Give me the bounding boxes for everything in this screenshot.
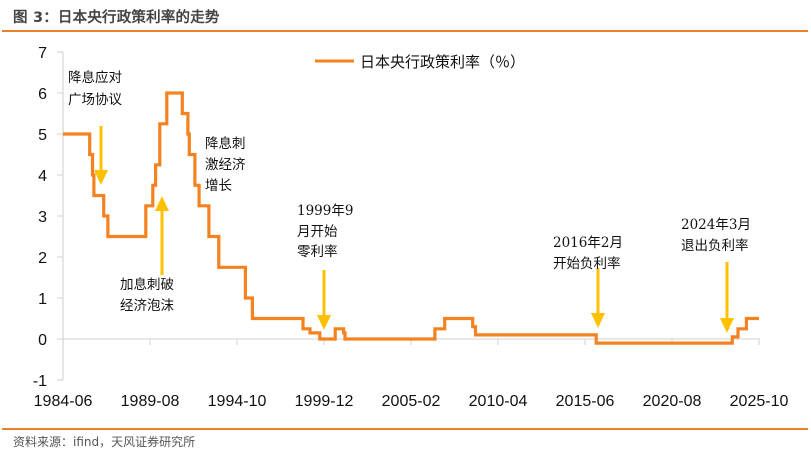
x-tick-label: 2020-08 [643, 393, 702, 410]
svg-text:零利率: 零利率 [297, 243, 338, 260]
legend: 日本央行政策利率（％） [315, 53, 525, 71]
x-tick-label: 2025-10 [730, 393, 789, 410]
svg-text:经济泡沫: 经济泡沫 [120, 298, 174, 314]
annotation-arrows [94, 126, 734, 333]
annotation-stimulus: 降息刺 激经济 增长 [205, 135, 246, 194]
svg-text:2024年3月: 2024年3月 [681, 217, 751, 233]
svg-text:广场协议: 广场协议 [68, 92, 122, 108]
y-axis: 7 6 5 4 3 2 1 0 -1 [33, 45, 64, 390]
arrow-down-icon [94, 126, 108, 185]
y-tick-label: 2 [38, 250, 47, 267]
x-tick-label: 2010-04 [469, 393, 528, 410]
x-axis: 1984-06 1989-08 1994-10 1999-12 2005-02 … [34, 338, 789, 410]
y-tick-label: 0 [38, 332, 47, 349]
svg-text:降息应对: 降息应对 [68, 69, 122, 86]
source-note: 资料来源：ifind，天风证券研究所 [13, 435, 196, 449]
svg-text:退出负利率: 退出负利率 [681, 237, 749, 254]
svg-text:激经济: 激经济 [205, 157, 246, 173]
y-tick-label: 6 [38, 86, 47, 103]
annotation-bubble-burst: 加息刺破 经济泡沫 [120, 276, 174, 314]
svg-text:增长: 增长 [205, 178, 232, 194]
y-tick-label: 3 [38, 209, 47, 226]
figure-title: 图 3：日本央行政策利率的走势 [13, 10, 220, 26]
svg-text:2016年2月: 2016年2月 [553, 235, 623, 251]
x-tick-label: 1999-12 [295, 393, 354, 410]
x-tick-label: 1994-10 [208, 393, 267, 410]
x-tick-label: 2015-06 [556, 393, 615, 410]
top-rule [2, 30, 808, 32]
annotation-negative-rate: 2016年2月 开始负利率 [553, 235, 623, 272]
annotation-exit-negative: 2024年3月 退出负利率 [681, 217, 751, 254]
svg-text:加息刺破: 加息刺破 [120, 276, 174, 293]
y-tick-label: 5 [38, 127, 47, 144]
bottom-rule [2, 428, 808, 430]
svg-text:开始负利率: 开始负利率 [553, 255, 621, 272]
arrow-up-icon [155, 196, 169, 275]
svg-text:降息刺: 降息刺 [205, 135, 246, 152]
y-tick-label: -1 [33, 373, 47, 390]
x-tick-label: 2005-02 [382, 393, 441, 410]
annotation-zero-rate: 1999年9 月开始 零利率 [297, 203, 353, 260]
svg-text:1999年9: 1999年9 [297, 203, 353, 219]
y-tick-label: 4 [38, 168, 47, 185]
arrow-down-icon [720, 262, 734, 333]
svg-text:月开始: 月开始 [297, 224, 338, 240]
legend-label: 日本央行政策利率（％） [360, 53, 525, 71]
policy-rate-line [63, 91, 759, 345]
y-tick-label: 1 [38, 291, 47, 308]
arrow-down-icon [591, 268, 605, 328]
y-tick-label: 7 [38, 45, 47, 62]
x-tick-label: 1989-08 [121, 393, 180, 410]
arrow-down-icon [317, 270, 331, 330]
annotation-plaza-accord: 降息应对 广场协议 [68, 69, 122, 108]
x-tick-label: 1984-06 [34, 393, 93, 410]
